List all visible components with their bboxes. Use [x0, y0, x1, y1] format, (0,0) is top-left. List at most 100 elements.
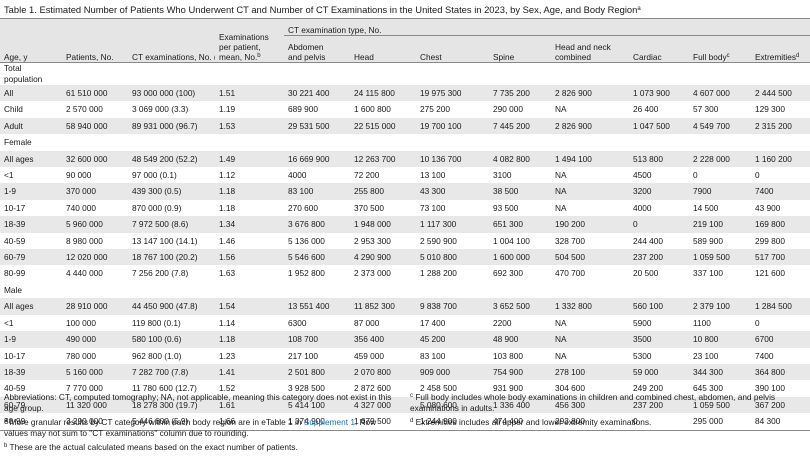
- table-cell: 108 700: [284, 331, 350, 348]
- table-cell: 7 770 000: [66, 383, 103, 394]
- row-label: 1-9: [0, 331, 62, 348]
- table-cell: 4 549 700: [689, 117, 751, 135]
- table-cell: 100 000: [66, 317, 96, 328]
- table-cell: 2 953 300: [354, 235, 391, 246]
- table-cell: 103 800: [493, 350, 523, 361]
- table-cell: 2 444 500: [751, 85, 810, 102]
- table-cell: 255 800: [350, 183, 416, 200]
- table-cell: 490 000: [62, 331, 128, 348]
- table-cell: 16 669 900: [284, 150, 350, 168]
- table-cell: 3 652 500: [489, 298, 551, 315]
- table-cell: 370 500: [354, 202, 384, 213]
- col-chest: Chest: [416, 35, 489, 63]
- table-cell: 43 300: [416, 183, 489, 200]
- row-label: 60-79: [0, 396, 62, 414]
- table-cell: 344 300: [689, 363, 751, 381]
- table-cell: 4000: [288, 170, 307, 181]
- table-cell: 290 000: [493, 104, 523, 115]
- table-cell: 1.41: [215, 363, 284, 381]
- table-cell: NA: [555, 350, 567, 361]
- table-cell: 32 600 000: [62, 150, 128, 168]
- table-cell: 1.63: [219, 268, 236, 279]
- row-label: 1-9: [0, 183, 62, 200]
- section-header-row: Total: [0, 62, 810, 74]
- table-cell: 692 300: [493, 268, 523, 279]
- table-cell: 1 288 200: [420, 268, 457, 279]
- table-cell: 1.56: [215, 249, 284, 266]
- col-extremities: Extremitiesd: [751, 35, 810, 63]
- table-cell: 2 458 500: [420, 383, 457, 394]
- table-cell: 439 300 (0.5): [128, 183, 215, 200]
- table-cell: NA: [551, 331, 629, 348]
- table-row: 18-39 5 160 000 7 282 700 (7.8) 1.41 2 501 8…: [0, 363, 810, 381]
- col-exams-per-patient: Examinations per patient, mean, No.b: [215, 19, 284, 63]
- table-cell: 119 800 (0.1): [132, 317, 181, 328]
- table-cell: 11 780 600 (12.7): [132, 383, 197, 394]
- supplement-link[interactable]: Supplement 1: [303, 417, 355, 427]
- table-cell: 962 800 (1.0): [132, 350, 182, 361]
- row-label: <1: [4, 317, 14, 328]
- table-cell: 4 082 800: [489, 150, 551, 168]
- col-age: Age, y: [0, 19, 62, 63]
- table-cell: 1.18: [215, 331, 284, 348]
- table-cell: 237 200: [629, 396, 689, 414]
- col-abdomen-pelvis: Abdomen and pelvis: [284, 35, 350, 63]
- table-cell: 7 735 200: [489, 85, 551, 102]
- table-row: <1 100 000 119 800 (0.1) 1.14 6300 87 000 17 4…: [0, 315, 810, 331]
- table-cell: 57 300: [693, 104, 719, 115]
- table-cell: 44 450 900 (47.8): [128, 298, 215, 315]
- table-cell: 1 059 500: [689, 249, 751, 266]
- table-row: All ages 28 910 000 44 450 900 (47.8) 1.54 1…: [0, 298, 810, 315]
- table-cell: 299 800: [755, 235, 785, 246]
- table-cell: 909 000: [416, 363, 489, 381]
- footnote-mark-a: a: [637, 6, 641, 12]
- table-cell: 754 900: [489, 363, 551, 381]
- table-cell: 23 100: [693, 350, 719, 361]
- table-cell: 780 000: [66, 350, 96, 361]
- table-cell: 4500: [633, 170, 652, 181]
- footnote-d: d Extremities includes all upper and low…: [410, 417, 652, 427]
- row-label: 80-99: [0, 413, 62, 431]
- table-cell: 18 767 100 (20.2): [128, 249, 215, 266]
- table-cell: 13 100: [420, 170, 446, 181]
- col-ct-exams: CT examinations, No. (%): [128, 19, 215, 63]
- table-cell: 304 600: [555, 383, 585, 394]
- table-cell: 2 501 800: [284, 363, 350, 381]
- table-cell: 97 000 (0.1): [132, 170, 177, 181]
- table-cell: 689 900: [288, 104, 318, 115]
- table-cell: 1.52: [219, 383, 236, 394]
- table-cell: 249 200: [633, 383, 663, 394]
- table-cell: 1.14: [219, 317, 236, 328]
- table-cell: 5300: [633, 350, 652, 361]
- table-cell: 1.34: [215, 216, 284, 233]
- table-row: 80-99 3 290 000 5 446 600 (5.9) 1.66 1 374 9…: [0, 413, 810, 431]
- table-cell: 5900: [633, 317, 652, 328]
- table-cell: 3100: [493, 170, 512, 181]
- table-cell: 83 100: [284, 183, 350, 200]
- table-cell: 2 570 000: [66, 104, 103, 115]
- col-head-neck: Head and neck combined: [551, 35, 629, 63]
- table-cell: 1.66: [215, 413, 284, 431]
- footnotes-left: Abbreviations: CT, computed tomography; …: [4, 392, 400, 457]
- col-group-ct-type: CT examination type, No.: [284, 19, 810, 36]
- table-cell: 7 256 200 (7.8): [132, 268, 189, 279]
- table-cell: 121 600: [755, 268, 785, 279]
- table-cell: 1 600 800: [354, 104, 391, 115]
- table-cell: 295 000: [689, 413, 751, 431]
- table-cell: 589 900: [693, 235, 723, 246]
- table-cell: 337 100: [693, 268, 723, 279]
- table-row: 80-99 4 440 000 7 256 200 (7.8) 1.63 1 952 8…: [0, 265, 810, 281]
- table-cell: NA: [555, 317, 567, 328]
- table-cell: 20 500: [633, 268, 659, 279]
- table-cell: 4 440 000: [66, 268, 103, 279]
- row-label: 10-17: [4, 202, 26, 213]
- table-cell: 1.18: [219, 202, 236, 213]
- table-cell: 59 000: [629, 363, 689, 381]
- section-label: Female: [0, 134, 810, 151]
- table-cell: 1 374 900: [284, 413, 350, 431]
- table-cell: 293 800: [551, 413, 629, 431]
- table-title-text: Table 1. Estimated Number of Patients Wh…: [4, 4, 638, 15]
- table-cell: 9 838 700: [416, 298, 489, 315]
- table-cell: 17 400: [420, 317, 446, 328]
- table-cell: 0: [693, 170, 698, 181]
